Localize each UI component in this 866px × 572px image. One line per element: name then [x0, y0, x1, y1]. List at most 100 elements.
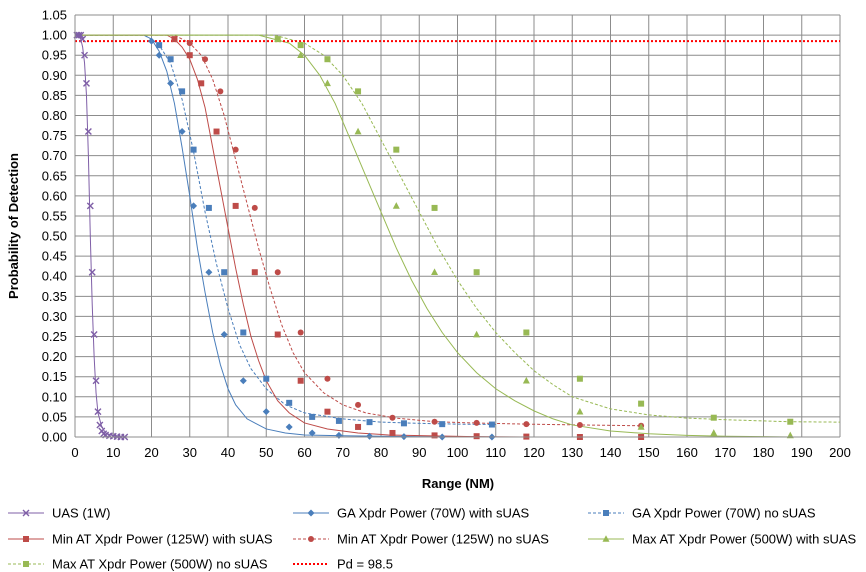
- data-point-3: [324, 408, 331, 415]
- data-point-0: [86, 202, 94, 210]
- x-tick-label: 40: [221, 445, 235, 460]
- data-point-3: [274, 331, 281, 338]
- data-point-5: [354, 127, 362, 135]
- data-point-0: [88, 268, 96, 276]
- x-tick-label: 200: [829, 445, 851, 460]
- x-tick-label: 100: [447, 445, 469, 460]
- data-point-2: [190, 146, 197, 153]
- data-point-5: [297, 51, 305, 58]
- y-tick-label: 1.05: [42, 8, 67, 23]
- legend-label: Max AT Xpdr Power (500W) with sUAS: [632, 532, 857, 547]
- series-line-4: [75, 34, 642, 427]
- data-point-6: [576, 375, 583, 382]
- data-point-3: [431, 432, 438, 439]
- data-point-2: [286, 399, 293, 406]
- y-tick-label: 0.40: [42, 269, 67, 284]
- data-point-6: [473, 269, 480, 276]
- data-point-3: [355, 423, 362, 430]
- data-point-2: [309, 413, 316, 420]
- y-tick-label: 0.60: [42, 188, 67, 203]
- y-tick-label: 0.00: [42, 430, 67, 445]
- legend-swatch: [8, 509, 44, 517]
- data-point-5: [323, 79, 331, 87]
- y-tick-label: 0.55: [42, 208, 67, 223]
- data-point-5: [637, 423, 645, 430]
- legend-swatch: [293, 509, 329, 517]
- series-line-5: [75, 34, 791, 438]
- data-point-3: [186, 52, 193, 59]
- data-point-0: [92, 377, 100, 385]
- series-line-3: [75, 34, 642, 438]
- data-point-1: [366, 432, 374, 440]
- legend-marker: [603, 510, 609, 516]
- legend-marker: [307, 509, 315, 517]
- data-point-2: [167, 56, 174, 63]
- grid-lines: [74, 14, 841, 438]
- data-point-0: [81, 51, 89, 59]
- x-tick-label: 180: [753, 445, 775, 460]
- data-point-0: [77, 31, 85, 39]
- x-tick-label: 30: [183, 445, 197, 460]
- x-tick-label: 60: [297, 445, 311, 460]
- y-tick-label: 0.75: [42, 128, 67, 143]
- data-point-4: [297, 329, 304, 336]
- y-tick-label: 0.10: [42, 389, 67, 404]
- legend: UAS (1W) GA Xpdr Power (70W) with sUAS GA …: [8, 506, 857, 572]
- legend-marker: [22, 509, 30, 517]
- legend-swatch: [8, 536, 44, 542]
- data-point-1: [308, 429, 316, 437]
- data-point-5: [392, 202, 400, 209]
- legend-label: Min AT Xpdr Power (125W) no sUAS: [337, 532, 549, 547]
- data-point-0: [82, 79, 90, 87]
- data-point-4: [186, 40, 193, 47]
- legend-marker: [602, 535, 610, 542]
- data-point-1: [167, 79, 175, 87]
- data-point-6: [324, 56, 331, 63]
- data-point-5: [576, 407, 584, 415]
- series-curves: [75, 34, 841, 438]
- y-tick-label: 0.45: [42, 249, 67, 264]
- data-point-1: [285, 423, 293, 431]
- data-point-1: [220, 331, 228, 339]
- data-point-1: [155, 51, 163, 59]
- data-point-1: [190, 202, 198, 210]
- data-point-4: [202, 56, 209, 63]
- legend-swatch: [8, 561, 44, 567]
- y-tick-label: 0.90: [42, 68, 67, 83]
- x-tick-label: 190: [791, 445, 813, 460]
- x-tick-label: 110: [485, 445, 506, 460]
- data-point-5: [710, 429, 718, 436]
- x-tick-label: 10: [106, 445, 120, 460]
- data-point-6: [787, 418, 794, 425]
- y-tick-label: 0.15: [42, 369, 67, 384]
- series-line-1: [75, 34, 496, 438]
- data-point-4: [523, 421, 530, 428]
- data-point-6: [431, 204, 438, 211]
- legend-marker: [23, 561, 29, 567]
- x-tick-label: 80: [374, 445, 388, 460]
- data-point-4: [389, 414, 396, 421]
- data-point-4: [355, 401, 362, 408]
- data-point-0: [84, 128, 92, 136]
- data-point-6: [393, 146, 400, 153]
- y-tick-labels: 0.00 0.05 0.10 0.15 0.20 0.25 0.30 0.35 0.40 0.45…: [42, 8, 67, 445]
- data-point-1: [239, 377, 247, 385]
- y-tick-label: 0.95: [42, 48, 67, 63]
- data-point-2: [221, 269, 228, 276]
- data-point-4: [274, 269, 281, 276]
- x-tick-label: 20: [144, 445, 158, 460]
- data-point-3: [198, 80, 205, 87]
- data-point-1: [205, 268, 213, 276]
- y-tick-label: 0.05: [42, 409, 67, 424]
- y-tick-label: 0.35: [42, 289, 67, 304]
- data-point-1: [148, 37, 155, 45]
- legend-swatch: [588, 510, 624, 516]
- data-point-2: [488, 421, 495, 428]
- legend-label: GA Xpdr Power (70W) with sUAS: [337, 506, 529, 521]
- data-point-2: [400, 420, 407, 427]
- x-tick-label: 90: [412, 445, 426, 460]
- data-point-3: [213, 128, 220, 135]
- data-point-3: [251, 269, 258, 276]
- y-tick-label: 1.00: [42, 28, 67, 43]
